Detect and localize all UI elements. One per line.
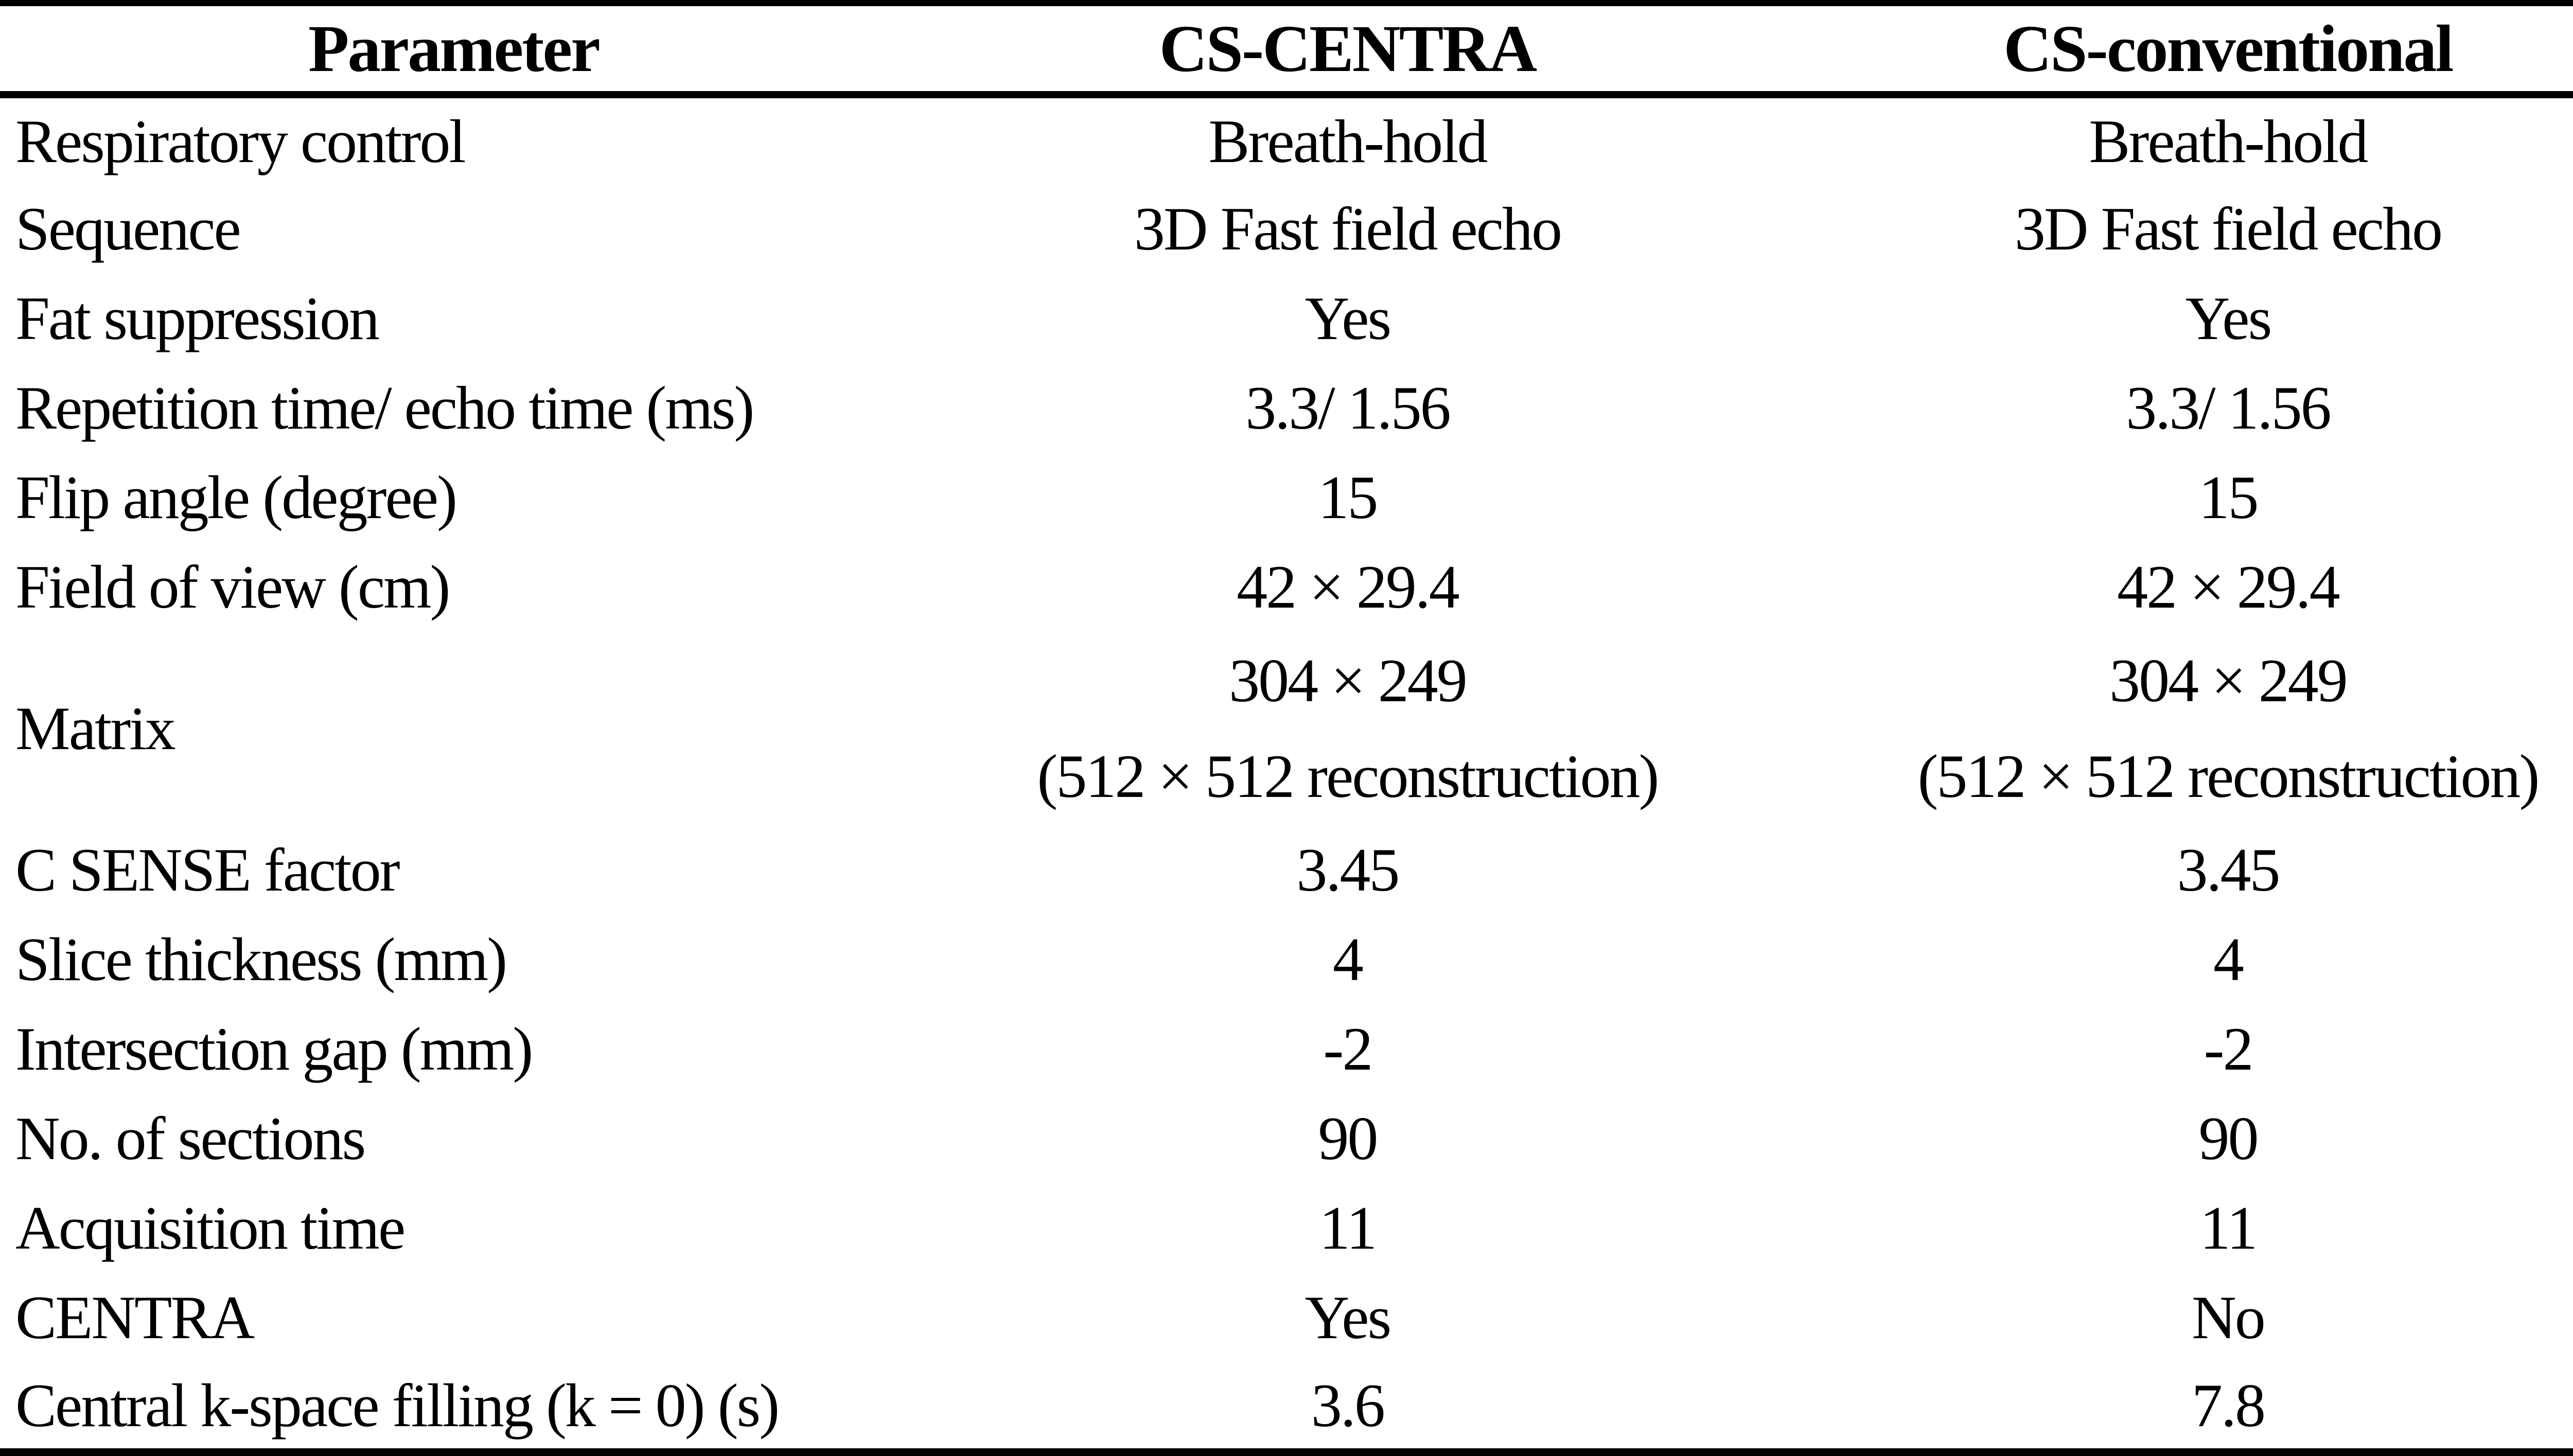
column-header-parameter: Parameter (0, 3, 907, 98)
param-label: CENTRA (15, 1283, 255, 1352)
cs-conventional-value: 3.3/ 1.56 (2126, 374, 2331, 442)
matrix-acquired-size: 304 × 249 (2109, 646, 2348, 715)
param-label: Central k-space filling (k = 0) (s) (15, 1371, 780, 1440)
cs-centra-value: -2 (1323, 1015, 1373, 1084)
cs-centra-value: Yes (1305, 284, 1392, 352)
cs-centra-value: 3D Fast field echo (1134, 194, 1562, 263)
table-row-central-k-space-filling: Central k-space filling (k = 0) (s) 3.6 … (0, 1362, 2573, 1452)
cs-conventional-value: 4 (2213, 925, 2244, 994)
column-header-cs-conventional: CS-conventional (1787, 3, 2573, 98)
table-row-intersection-gap: Intersection gap (mm) -2 -2 (0, 1004, 2573, 1094)
cs-centra-value: 4 (1332, 925, 1364, 994)
param-label: C SENSE factor (15, 836, 400, 904)
cs-centra-value: 3.45 (1296, 836, 1400, 904)
table-row-field-of-view: Field of view (cm) 42 × 29.4 42 × 29.4 (0, 542, 2573, 632)
cs-conventional-value: 304 × 249 (512 × 512 reconstruction) (1788, 632, 2573, 825)
table-row-acquisition-time: Acquisition time 11 11 (0, 1183, 2573, 1273)
table-header-row: Parameter CS-CENTRA CS-conventional (0, 3, 2573, 98)
cs-conventional-value: 7.8 (2191, 1371, 2266, 1440)
param-label: No. of sections (15, 1104, 366, 1173)
cs-centra-value: 3.6 (1311, 1371, 1385, 1440)
param-label: Slice thickness (mm) (15, 925, 507, 994)
cs-conventional-value: 3D Fast field echo (2014, 194, 2443, 263)
cs-conventional-value: 90 (2198, 1104, 2259, 1173)
cs-conventional-value: 3.45 (2177, 836, 2280, 904)
param-label: Respiratory control (15, 106, 466, 175)
table-row-slice-thickness: Slice thickness (mm) 4 4 (0, 915, 2573, 1004)
table-row-centra: CENTRA Yes No (0, 1273, 2573, 1362)
cs-centra-value: 11 (1319, 1194, 1378, 1263)
cs-conventional-value: 11 (2199, 1194, 2258, 1263)
table-row-respiratory-control: Respiratory control Breath-hold Breath-h… (0, 95, 2573, 184)
cs-centra-value: 15 (1318, 463, 1378, 531)
matrix-reconstruction-size: (512 × 512 reconstruction) (1917, 742, 2540, 811)
cs-conventional-value: No (2192, 1283, 2266, 1352)
param-label: Flip angle (degree) (15, 463, 457, 531)
param-label: Repetition time/ echo time (ms) (15, 374, 754, 442)
column-header-cs-centra: CS-CENTRA (907, 3, 1788, 98)
cs-centra-value: Yes (1305, 1283, 1392, 1352)
cs-centra-value: 3.3/ 1.56 (1245, 374, 1451, 442)
cs-conventional-value: 15 (2198, 463, 2259, 531)
table-row-matrix: Matrix 304 × 249 (512 × 512 reconstructi… (0, 632, 2573, 825)
param-label: Sequence (15, 194, 241, 263)
cs-conventional-value: -2 (2204, 1015, 2253, 1084)
cs-centra-value: 304 × 249 (512 × 512 reconstruction) (907, 632, 1788, 825)
matrix-reconstruction-size: (512 × 512 reconstruction) (1037, 742, 1659, 811)
cs-centra-value: 42 × 29.4 (1237, 553, 1460, 621)
param-label: Intersection gap (mm) (15, 1015, 533, 1084)
table-row-flip-angle: Flip angle (degree) 15 15 (0, 453, 2573, 542)
cs-conventional-value: Breath-hold (2089, 106, 2368, 175)
param-label: Fat suppression (15, 284, 380, 352)
table-row-fat-suppression: Fat suppression Yes Yes (0, 274, 2573, 363)
table-row-no-of-sections: No. of sections 90 90 (0, 1094, 2573, 1183)
matrix-acquired-size: 304 × 249 (1229, 646, 1468, 715)
param-label: Matrix (15, 694, 176, 763)
table-row-repetition-echo-time: Repetition time/ echo time (ms) 3.3/ 1.5… (0, 363, 2573, 453)
cs-centra-value: 90 (1318, 1104, 1378, 1173)
param-label: Field of view (cm) (15, 553, 450, 621)
cs-conventional-value: Yes (2185, 284, 2272, 352)
cs-conventional-value: 42 × 29.4 (2117, 553, 2340, 621)
table-row-sequence: Sequence 3D Fast field echo 3D Fast fiel… (0, 184, 2573, 274)
cs-centra-value: Breath-hold (1208, 106, 1488, 175)
param-label: Acquisition time (15, 1194, 406, 1263)
table-row-c-sense-factor: C SENSE factor 3.45 3.45 (0, 825, 2573, 915)
